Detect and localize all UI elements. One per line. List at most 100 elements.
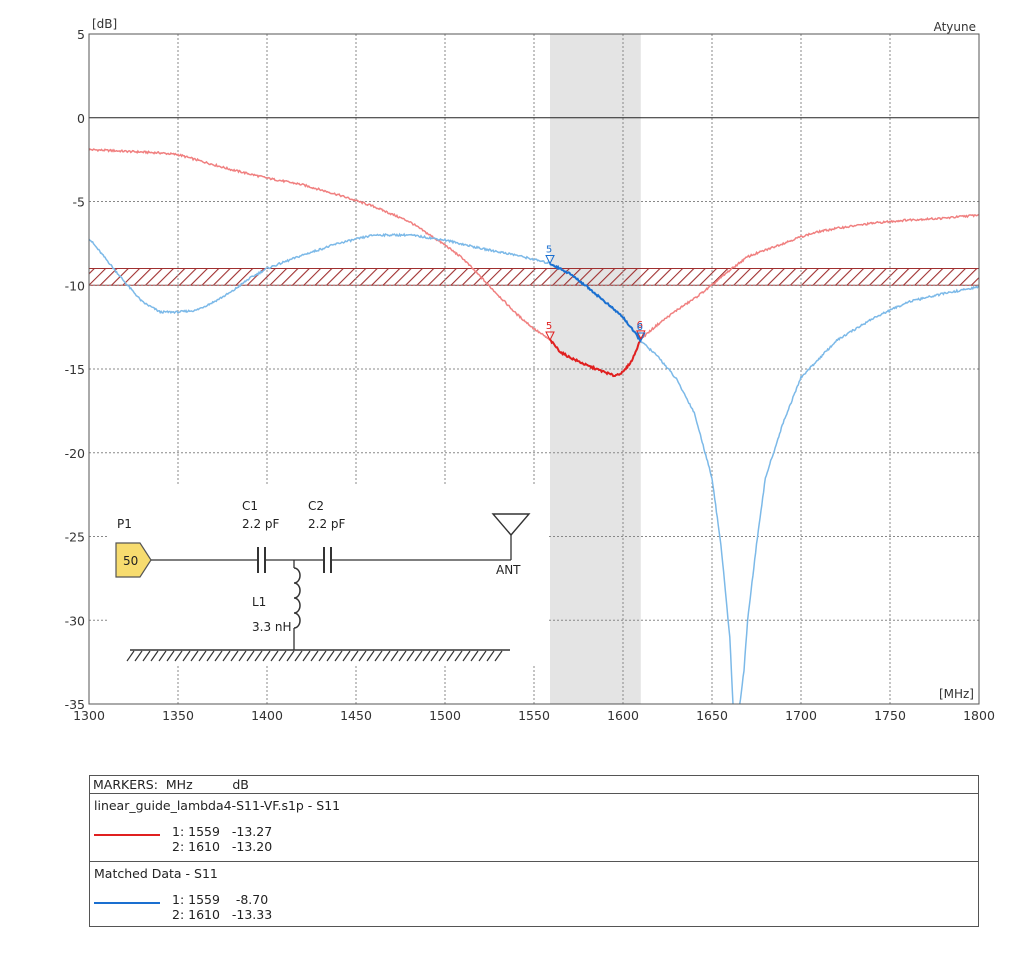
ground-hatch-mark — [350, 650, 359, 662]
antenna-icon — [491, 513, 531, 537]
x-tick-label: 1350 — [162, 708, 194, 723]
y-tick-label: -25 — [65, 530, 85, 545]
marker-layer: 5 656 — [545, 244, 646, 343]
ground-hatch-mark — [286, 650, 295, 662]
ground-hatch-mark — [254, 650, 263, 662]
marker-triangle — [545, 331, 555, 342]
inductor-l1-symbol — [293, 567, 301, 629]
port-p1-symbol — [115, 542, 152, 578]
y-axis-unit: [dB] — [92, 17, 117, 31]
y-tick-label: 0 — [77, 111, 85, 126]
ground-hatch-mark — [142, 650, 151, 662]
ground-hatch-mark — [238, 650, 247, 662]
antenna-label: ANT — [496, 563, 521, 577]
port-value: 50 — [123, 554, 138, 568]
ground-hatch-mark — [214, 650, 223, 662]
marker-rows: 1: 1559 -8.70 2: 1610 -13.33 — [172, 892, 272, 922]
marker-label: 6 — [637, 322, 643, 333]
ground-hatch-mark — [278, 650, 287, 662]
port-label: P1 — [117, 517, 132, 531]
ground-hatch-mark — [294, 650, 303, 662]
series-highlight-1 — [549, 263, 642, 343]
series-layer — [89, 148, 979, 704]
ground-hatch-mark — [126, 650, 135, 662]
x-axis-unit: [MHz] — [939, 687, 974, 701]
marker-label: 6 — [637, 320, 643, 331]
markers-section-title: Matched Data - S11 — [94, 866, 218, 881]
y-tick-label: -35 — [65, 697, 85, 712]
ground-hatch-mark — [454, 650, 463, 662]
ground-hatch-mark — [446, 650, 455, 662]
ground-hatch-mark — [262, 650, 271, 662]
ground-hatch — [126, 650, 503, 662]
marker-row: 1: 1559 -8.70 — [172, 892, 269, 907]
ground-hatch-mark — [302, 650, 311, 662]
x-tick-label: 1750 — [874, 708, 906, 723]
ground-hatch-mark — [334, 650, 343, 662]
marker-triangle — [635, 332, 646, 343]
marker-label: 5 — [546, 244, 552, 255]
ground-hatch-mark — [230, 650, 239, 662]
x-tick-label: 1450 — [340, 708, 372, 723]
ground-hatch-mark — [222, 650, 231, 662]
ground-hatch-mark — [310, 650, 319, 662]
ground-hatch-mark — [206, 650, 215, 662]
c1-value: 2.2 pF — [242, 517, 280, 531]
ground-hatch-mark — [326, 650, 335, 662]
series-highlight-0 — [549, 337, 642, 378]
y-tick-label: -15 — [65, 362, 85, 377]
ground-hatch-mark — [398, 650, 407, 662]
ground-hatch-mark — [366, 650, 375, 662]
ground-hatch-mark — [494, 650, 503, 662]
x-tick-label: 1650 — [696, 708, 728, 723]
plot-frame — [88, 33, 980, 705]
l1-value: 3.3 nH — [252, 620, 292, 634]
ground-hatch-mark — [150, 650, 159, 662]
markers-section-title: linear_guide_lambda4-S11-VF.s1p - S11 — [94, 798, 341, 813]
ground-hatch-mark — [246, 650, 255, 662]
ground-hatch-mark — [422, 650, 431, 662]
c2-label: C2 — [308, 499, 324, 513]
tick-label-layer: 1300 1350 1400 1450 1500 1550 1600 1650 1700 1750… — [65, 27, 995, 723]
y-tick-label: -10 — [65, 278, 85, 293]
series-line-0 — [89, 148, 979, 377]
marker-triangle — [545, 254, 555, 265]
x-unit-background — [936, 687, 977, 702]
x-tick-label: 1550 — [518, 708, 550, 723]
circuit-schematic: P1 50 C1 2.2 pF C2 2.2 pF L1 3.3 nH ANT — [108, 485, 548, 665]
marker-triangle — [635, 330, 646, 340]
ground-hatch-mark — [438, 650, 447, 662]
s11-chart: 5 656 P1 50 C1 2.2 pF C2 2.2 pF L1 3.3 nH… — [65, 17, 995, 723]
ground-hatch-mark — [190, 650, 199, 662]
marker-rows: 1: 1559 -13.27 2: 1610 -13.20 — [172, 824, 272, 854]
marker-label: 5 — [546, 321, 552, 332]
x-tick-label: 1700 — [785, 708, 817, 723]
l1-label: L1 — [252, 595, 266, 609]
y-tick-label: -5 — [73, 195, 85, 210]
series-line-1 — [89, 232, 979, 704]
ground-hatch-mark — [166, 650, 175, 662]
ground-hatch-mark — [318, 650, 327, 662]
x-tick-label: 1800 — [963, 708, 995, 723]
marker-row: 2: 1610 -13.33 — [172, 907, 273, 922]
ground-hatch-mark — [414, 650, 423, 662]
ground-hatch-mark — [406, 650, 415, 662]
markers-header: MARKERS: MHz dB — [90, 776, 978, 794]
ground-hatch-mark — [358, 650, 367, 662]
ground-hatch-mark — [430, 650, 439, 662]
markers-section-vf: linear_guide_lambda4-S11-VF.s1p - S11 1:… — [90, 794, 978, 862]
ground-hatch-mark — [174, 650, 183, 662]
ground-hatch-mark — [382, 650, 391, 662]
x-tick-label: 1600 — [607, 708, 639, 723]
c1-label: C1 — [242, 499, 258, 513]
ground-hatch-mark — [198, 650, 207, 662]
x-tick-label: 1500 — [429, 708, 461, 723]
legend-line-matched — [94, 902, 160, 904]
ground-hatch-mark — [182, 650, 191, 662]
ground-hatch-mark — [270, 650, 279, 662]
ground-hatch-mark — [374, 650, 383, 662]
x-tick-label: 1300 — [73, 708, 105, 723]
marker-row: 2: 1610 -13.20 — [172, 839, 273, 854]
brand-label: Atyune — [934, 20, 976, 34]
c2-value: 2.2 pF — [308, 517, 346, 531]
